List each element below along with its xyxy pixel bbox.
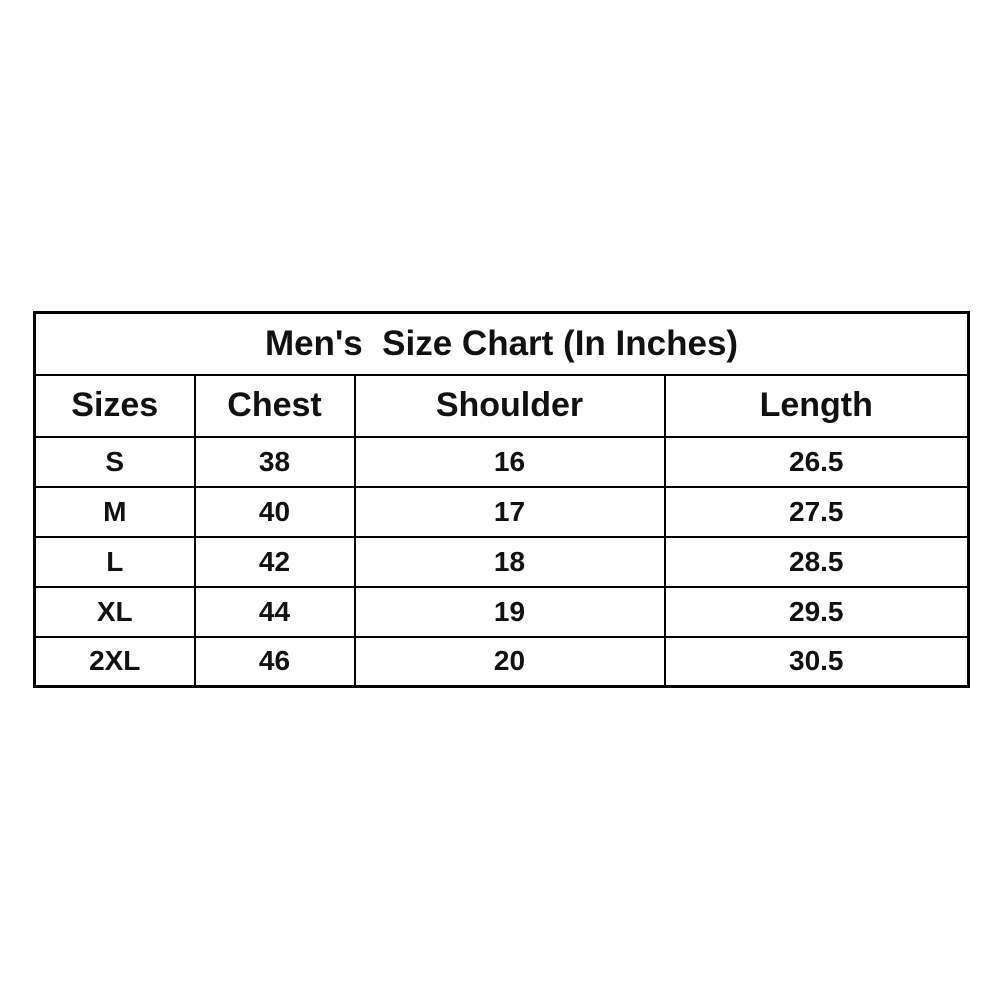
cell-chest: 44	[193, 585, 356, 638]
cell-chest: 42	[193, 535, 356, 588]
col-header-shoulder: Shoulder	[353, 373, 666, 438]
cell-length: 29.5	[663, 585, 970, 638]
cell-chest: 38	[193, 435, 356, 488]
size-chart-table: Men's Size Chart (In Inches) Sizes Chest…	[33, 311, 971, 688]
cell-size: S	[33, 435, 196, 488]
cell-length: 28.5	[663, 535, 970, 588]
table-row-s: S 38 16 26.5	[33, 435, 970, 488]
col-header-length: Length	[663, 373, 970, 438]
table-title: Men's Size Chart (In Inches)	[33, 311, 970, 376]
cell-shoulder: 17	[353, 485, 666, 538]
cell-size: 2XL	[33, 635, 196, 688]
col-header-sizes: Sizes	[33, 373, 196, 438]
col-header-chest: Chest	[193, 373, 356, 438]
cell-chest: 46	[193, 635, 356, 688]
table-row-l: L 42 18 28.5	[33, 535, 970, 588]
cell-length: 26.5	[663, 435, 970, 488]
cell-length: 27.5	[663, 485, 970, 538]
cell-size: L	[33, 535, 196, 588]
cell-size: M	[33, 485, 196, 538]
cell-shoulder: 20	[353, 635, 666, 688]
cell-shoulder: 16	[353, 435, 666, 488]
table-title-row: Men's Size Chart (In Inches)	[33, 311, 970, 376]
size-chart-container: Men's Size Chart (In Inches) Sizes Chest…	[33, 311, 971, 688]
cell-size: XL	[33, 585, 196, 638]
cell-length: 30.5	[663, 635, 970, 688]
table-row-2xl: 2XL 46 20 30.5	[33, 635, 970, 688]
table-row-m: M 40 17 27.5	[33, 485, 970, 538]
table-header-row: Sizes Chest Shoulder Length	[33, 373, 970, 438]
cell-chest: 40	[193, 485, 356, 538]
table-row-xl: XL 44 19 29.5	[33, 585, 970, 638]
cell-shoulder: 18	[353, 535, 666, 588]
cell-shoulder: 19	[353, 585, 666, 638]
